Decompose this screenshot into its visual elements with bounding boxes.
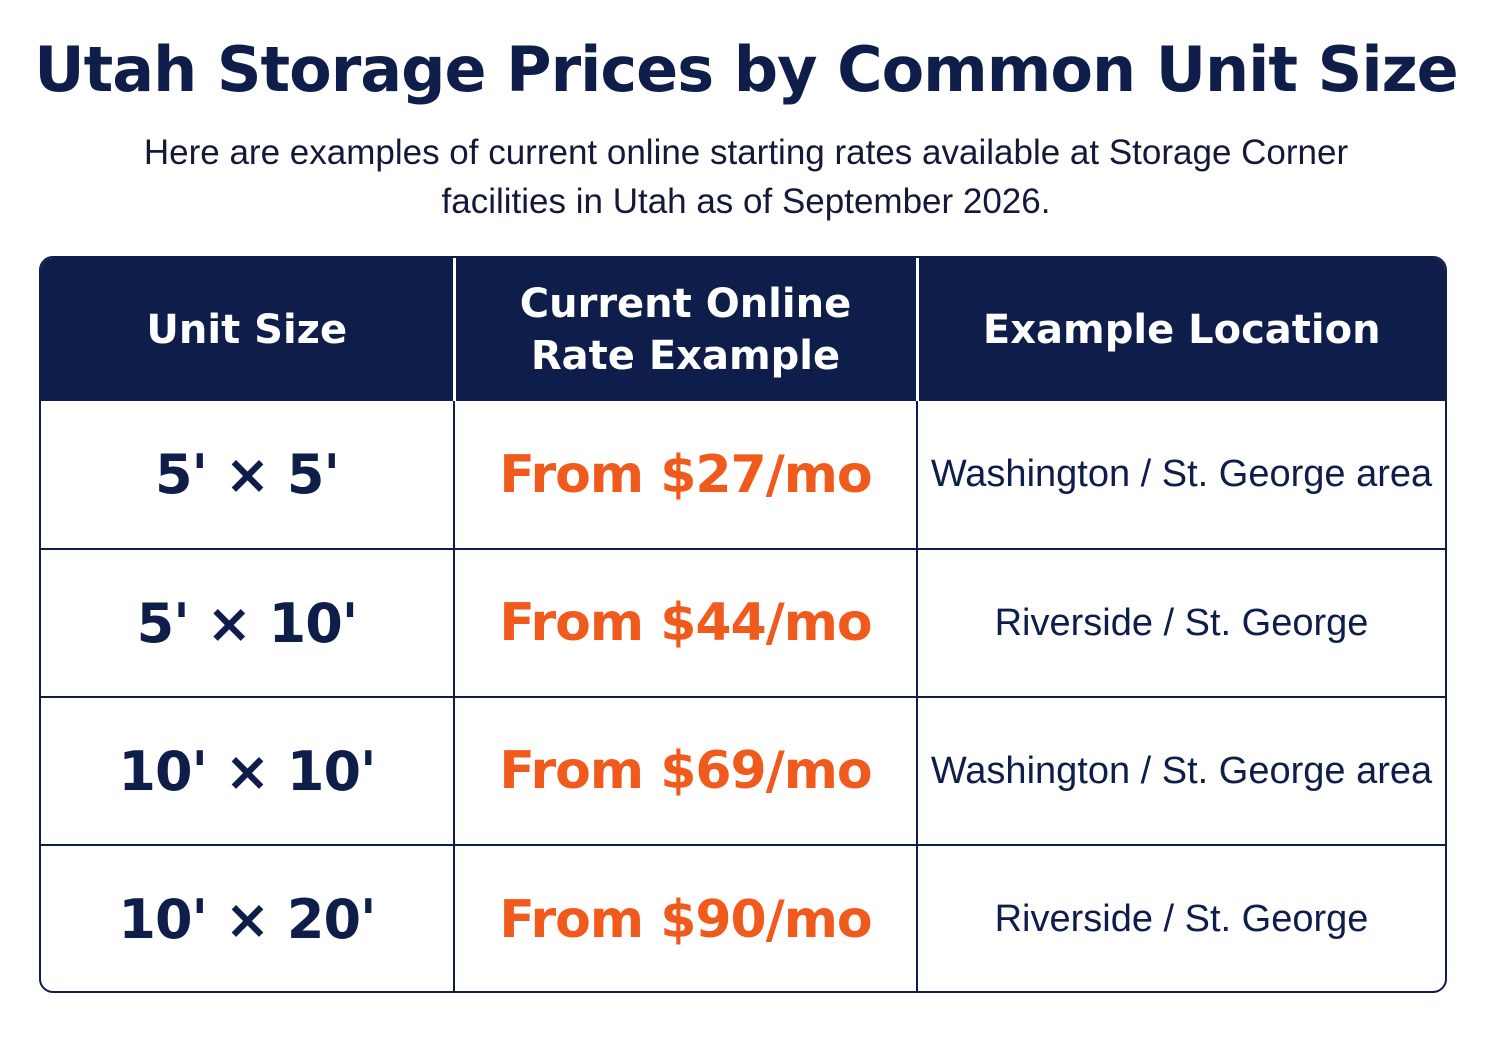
page-title: Utah Storage Prices by Common Unit Size xyxy=(34,33,1458,106)
column-header-rate: Current Online Rate Example xyxy=(454,258,919,401)
rate-cell: From $44/mo xyxy=(454,549,918,698)
column-header-location: Example Location xyxy=(982,306,1381,353)
location-cell: Washington / St. George area xyxy=(917,401,1445,550)
table-body: 5' × 5' From $27/mo Washington / St. Geo… xyxy=(41,401,1445,991)
price-table-container: Unit Size Current Online Rate Example Ex… xyxy=(39,256,1447,993)
price-table: Unit Size Current Online Rate Example Ex… xyxy=(41,258,1445,991)
column-header-unit-size: Unit Size xyxy=(41,258,456,401)
rate-cell: From $27/mo xyxy=(454,401,918,550)
table-header: Unit Size Current Online Rate Example Ex… xyxy=(41,258,1445,401)
unit-size-cell: 5' × 5' xyxy=(41,401,455,550)
location-cell: Riverside / St. George xyxy=(917,549,1445,698)
unit-size-cell: 10' × 20' xyxy=(41,845,455,991)
table-row: 10' × 10' From $69/mo Washington / St. G… xyxy=(41,697,1445,846)
rate-cell: From $90/mo xyxy=(454,845,918,991)
table-row: 5' × 5' From $27/mo Washington / St. Geo… xyxy=(41,401,1445,550)
page-subtitle: Here are examples of current online star… xyxy=(143,133,1349,221)
unit-size-cell: 10' × 10' xyxy=(41,697,455,846)
location-cell: Washington / St. George area xyxy=(917,697,1445,846)
table-header-row: Unit Size Current Online Rate Example Ex… xyxy=(41,258,1445,401)
rate-cell: From $69/mo xyxy=(454,697,918,846)
unit-size-cell: 5' × 10' xyxy=(41,549,455,698)
table-row: 5' × 10' From $44/mo Riverside / St. Geo… xyxy=(41,549,1445,698)
location-cell: Riverside / St. George xyxy=(994,898,1369,940)
table-row: 10' × 20' From $90/mo Riverside / St. Ge… xyxy=(41,845,1445,991)
